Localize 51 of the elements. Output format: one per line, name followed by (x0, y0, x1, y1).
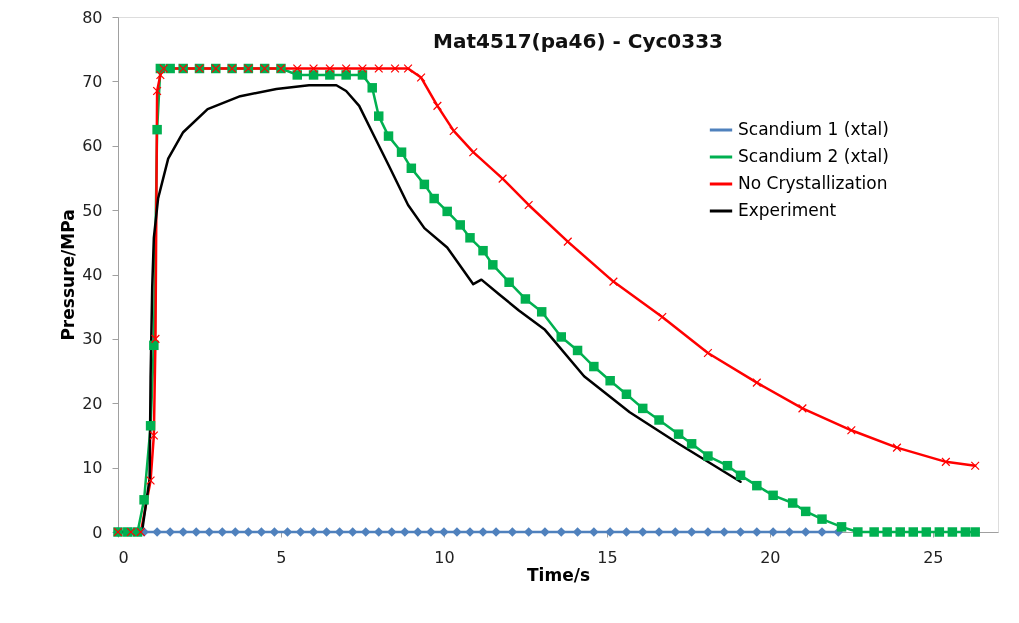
legend-label: No Crystallization (738, 173, 888, 193)
point (403, 64, 413, 73)
x-tick-label: 20 (760, 547, 781, 567)
point (432, 101, 442, 111)
y-tick-label: 30 (82, 329, 103, 349)
y-tick-label: 50 (82, 200, 103, 220)
point (357, 64, 367, 73)
point (638, 527, 648, 537)
point (149, 430, 159, 440)
x-axis-title: Time/s (527, 564, 590, 585)
point (797, 403, 807, 413)
point (341, 64, 351, 73)
legend-label: Scandium 2 (xtal) (738, 146, 889, 166)
y-tick-label: 10 (82, 458, 103, 478)
x-tick-label: 15 (597, 547, 618, 567)
x-tick-label: 25 (923, 547, 944, 567)
point (563, 237, 573, 247)
point (416, 73, 426, 82)
point (309, 64, 319, 73)
point (325, 64, 335, 73)
y-tick-label: 40 (82, 265, 103, 284)
point (846, 425, 856, 435)
point (752, 378, 762, 388)
point (374, 527, 384, 537)
x-tick-label: 10 (434, 547, 455, 567)
legend-label: Experiment (738, 200, 837, 220)
y-tick-label: 70 (82, 71, 103, 91)
point (941, 457, 951, 467)
y-tick-label: 0 (92, 522, 103, 542)
point (159, 64, 169, 73)
text: Mat4517(pa46) - Cyc0333 (432, 29, 724, 53)
point (892, 443, 902, 453)
point (151, 334, 160, 344)
point (390, 64, 400, 73)
y-tick-label: 80 (82, 7, 103, 27)
point (556, 527, 566, 537)
point (374, 64, 384, 73)
point (204, 527, 214, 537)
point (155, 70, 165, 80)
x-tick-label: 0 (118, 547, 129, 567)
point (970, 461, 980, 471)
point (703, 348, 713, 358)
point (292, 64, 302, 73)
point (152, 86, 162, 96)
y-tick-label: 20 (82, 393, 103, 413)
point (468, 147, 478, 157)
y-tick-label: 60 (82, 136, 103, 156)
x-tick-label: 5 (276, 547, 287, 567)
legend-label: Scandium 1 (xtal) (738, 119, 889, 139)
point (146, 476, 156, 485)
y-axis-title: Pressure/MPa (58, 209, 79, 341)
